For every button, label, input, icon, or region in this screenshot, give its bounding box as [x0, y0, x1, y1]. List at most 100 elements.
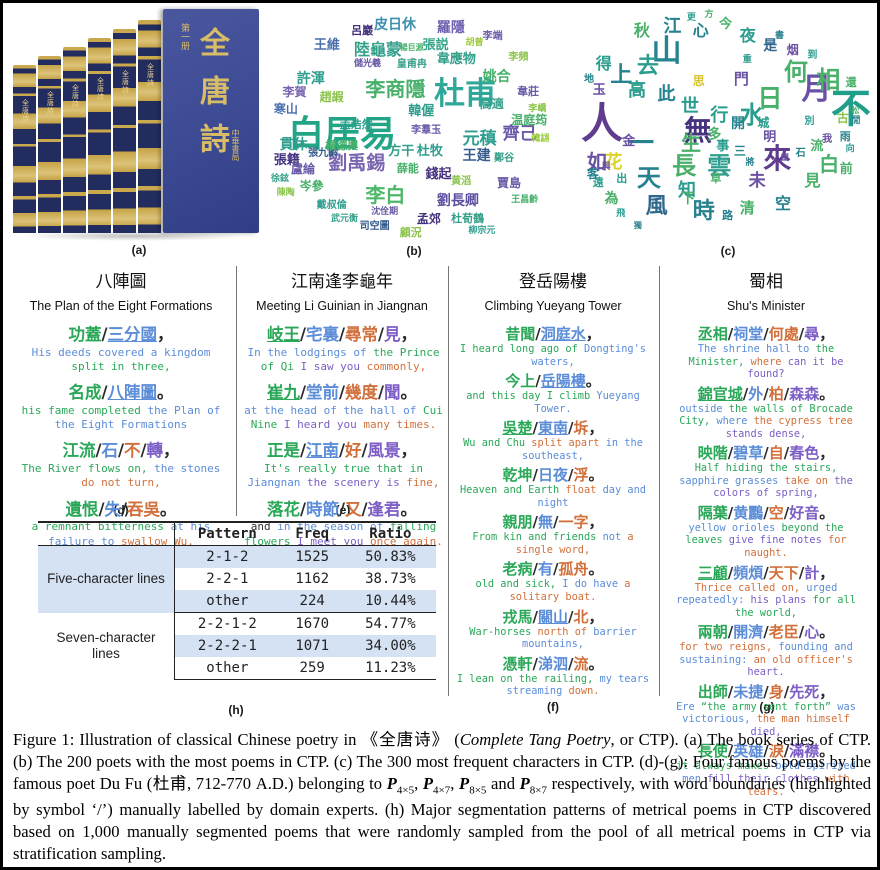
word-separator-slash: /	[361, 499, 368, 519]
translation-segment: fine,	[399, 476, 440, 490]
pattern-cell: 2-2-1	[206, 571, 249, 587]
poem-line-chinese: 憑軒/涕泗/流。	[453, 655, 653, 673]
poem-line-chinese: 戎馬/關山/北，	[453, 608, 653, 626]
poem-line-translation: old and sick, I do have a solitary boat.	[454, 578, 652, 603]
word-separator-slash: /	[535, 325, 541, 343]
poem-panel-f: 登岳陽樓 Climbing Yueyang Tower 昔聞/洞庭水， I heard…	[453, 267, 653, 702]
translation-segment: I lean on the railing,	[456, 672, 594, 685]
word-separator-slash: /	[95, 441, 102, 461]
poem-word: 春色	[789, 444, 820, 463]
cloud-word: 人	[581, 98, 624, 148]
cloud-word: 白居易	[288, 113, 397, 155]
word-separator-slash: /	[378, 383, 385, 403]
poem-word: 先死	[789, 682, 820, 701]
poem-word: 幾度	[345, 383, 379, 403]
punctuation: 。	[588, 466, 604, 485]
translation-segment: Dongting's waters,	[531, 343, 646, 368]
poem-word: 轉	[146, 441, 164, 461]
poem-word: 三分國	[107, 325, 158, 344]
freq-cell: 1162	[295, 571, 330, 587]
caption-text-segment: P	[422, 774, 434, 794]
row-group-label: Five-character lines	[38, 545, 175, 613]
poem-line-chinese: 乾坤/日夜/浮。	[453, 466, 653, 484]
poem-word: 八陣圖	[107, 383, 158, 403]
column-header: Freq	[279, 521, 345, 546]
cloud-word: 清	[739, 198, 755, 217]
ratio-cell: 10.44%	[344, 590, 436, 613]
caption-text-segment: ,	[450, 774, 460, 794]
cloud-word: 門	[733, 70, 749, 89]
poem-word: 落花	[266, 499, 300, 519]
poem-verse: 岐王/宅裏/尋常/見， In the lodgings of the Prince…	[241, 325, 443, 374]
translation-segment: I do have	[556, 578, 619, 591]
word-separator-slash: /	[568, 654, 574, 673]
book-spine: 全唐詩	[138, 20, 161, 233]
book-spine: 全唐詩	[113, 29, 136, 233]
word-separator-slash: /	[727, 682, 734, 701]
book-spines: 全唐詩 全唐詩 全唐詩 全唐詩 全唐詩 全唐詩 第一册 全唐詩 中華書局	[13, 9, 259, 233]
translation-segment: I heard you	[277, 418, 357, 432]
word-separator-slash: /	[783, 682, 790, 701]
book-shadow	[19, 231, 249, 241]
translation-segment: sapphire grasses	[679, 474, 779, 487]
cloud-word: 杜甫	[434, 76, 497, 113]
punctuation: ，	[588, 607, 604, 626]
caption-subscript: 8×5	[469, 784, 487, 797]
poem-line-translation: Thrice called on, urged repeatedly: his …	[667, 582, 865, 620]
poem-word: 孤舟	[558, 560, 589, 579]
caption-subscript: 8×7	[529, 784, 548, 797]
word-separator-slash: /	[763, 742, 769, 761]
cloud-word: 為	[604, 190, 619, 207]
cloud-word: 來	[763, 141, 792, 175]
cloud-word: 未	[748, 170, 766, 191]
word-separator-slash: /	[763, 384, 769, 403]
punctuation: 。	[585, 372, 601, 391]
punctuation: 。	[819, 742, 835, 761]
ratio-cell: 54.77%	[365, 616, 416, 632]
poem-word: 堂前	[305, 383, 339, 403]
panel-label-b: (b)	[406, 244, 422, 258]
poem-line-chinese: 今上/岳陽樓。	[453, 372, 653, 390]
poem-line-translation: I heard long ago of Dongting's waters,	[454, 343, 652, 368]
poem-word: 風景	[367, 441, 401, 461]
panel-label-a: (a)	[131, 243, 147, 257]
cloud-word: 到	[807, 50, 818, 62]
book-series-photo: 全唐詩 全唐詩 全唐詩 全唐詩 全唐詩 全唐詩 第一册 全唐詩 中華書局	[13, 9, 265, 243]
cloud-word: 白	[819, 152, 840, 177]
translation-segment: Ere	[676, 700, 695, 713]
word-separator-slash: /	[101, 325, 108, 344]
translation-segment: urged repeatedly:	[676, 581, 838, 607]
poem-word: 又	[345, 499, 362, 519]
poem-word: 日夜	[537, 466, 568, 485]
translation-segment: the stones	[147, 462, 221, 476]
poem-word: 開濟	[733, 623, 764, 642]
poem-word: 戎馬	[502, 607, 533, 626]
word-separator-slash: /	[727, 444, 734, 463]
poem-subtitle: Climbing Yueyang Tower	[484, 299, 622, 313]
poem-title: 登岳陽樓	[519, 272, 587, 292]
word-separator-slash: /	[532, 466, 538, 485]
poem-panel-e: 江南逢李龜年 Meeting Li Guinian in Jiangnan 岐王/宅…	[241, 267, 443, 558]
poem-word: 石	[101, 441, 118, 461]
cloud-word: 松	[851, 106, 860, 116]
word-separator-slash: /	[532, 607, 538, 626]
cloud-word: 王昌齡	[511, 195, 539, 206]
poem-word: 三顧	[697, 563, 728, 582]
poem-line-translation: at the head of the hall of Cui Nine I he…	[241, 404, 446, 433]
punctuation: 。	[160, 499, 177, 519]
poem-line-chinese: 老病/有/孤舟。	[453, 560, 653, 578]
poem-line-chinese: 岐王/宅裏/尋常/見，	[241, 325, 443, 346]
word-separator-slash: /	[568, 419, 574, 438]
poem-word: 丞相	[697, 325, 728, 343]
cloud-word: 我	[822, 134, 833, 146]
caption-text-segment: ,	[414, 774, 423, 794]
punctuation: 。	[157, 383, 174, 403]
caption-text-segment: P	[519, 774, 530, 794]
poem-word: 親朋	[502, 513, 533, 532]
freq-cell: 259	[279, 657, 345, 680]
cloud-word: 雲	[707, 152, 732, 181]
cloud-word: 江	[663, 16, 682, 38]
poem-verse: 昔聞/洞庭水， I heard long ago of Dongting's wa…	[453, 325, 653, 368]
translation-segment: Thrice called on,	[694, 581, 801, 594]
translation-segment: the Minister,	[688, 343, 835, 368]
